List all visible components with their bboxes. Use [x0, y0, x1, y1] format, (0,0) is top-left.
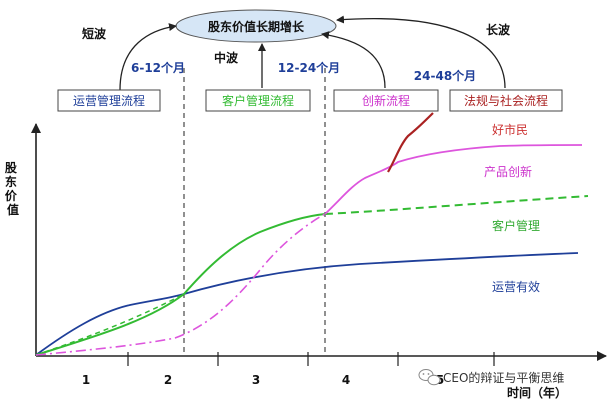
curve-operations [35, 252, 579, 356]
curve-customer-early-dashed [35, 293, 185, 356]
process-label-operations: 运营管理流程 [73, 93, 145, 108]
curve-innovation-early [35, 213, 326, 356]
curve-label-operations: 运营有效 [492, 279, 540, 294]
curve-citizen [387, 112, 434, 173]
process-box-innovation [333, 89, 439, 112]
curve-label-innovation: 产品创新 [484, 164, 532, 179]
y-axis-label: 股 东 价 值 [5, 160, 21, 217]
curve-innovation [324, 144, 583, 215]
process-label-regulatory: 法规与社会流程 [464, 93, 548, 108]
period-label-1: 6-12个月 [131, 60, 185, 75]
curve-customer-projection [324, 195, 589, 215]
process-box-regulatory [449, 89, 563, 112]
watermark-text: CEO的辩证与平衡思维 [443, 370, 564, 385]
x-tick-2: 2 [164, 373, 172, 387]
y-axis-label-char-2: 东 [5, 174, 17, 189]
y-axis-label-char-4: 值 [7, 202, 19, 217]
period-label-3: 24-48个月 [414, 68, 476, 83]
wechat-icon [418, 369, 441, 386]
x-tick-3: 3 [252, 373, 260, 387]
x-tick-4: 4 [342, 373, 350, 387]
curve-label-customer: 客户管理 [492, 218, 540, 233]
process-box-customer [205, 89, 311, 112]
period-label-2: 12-24个月 [278, 60, 340, 75]
long-wave-label: 长波 [486, 22, 511, 37]
x-tick-1: 1 [82, 373, 90, 387]
y-axis-label-char-1: 股 [5, 160, 18, 175]
process-label-innovation: 创新流程 [362, 93, 410, 108]
long-wave-arrow [336, 15, 506, 89]
process-label-customer: 客户管理流程 [222, 93, 294, 108]
short-wave-arrow [119, 23, 177, 91]
x-axis-label: 时间（年） [507, 385, 567, 400]
innovation-arrow [321, 31, 386, 89]
short-wave-label: 短波 [82, 26, 107, 41]
watermark: CEO的辩证与平衡思维 [418, 369, 564, 386]
mid-wave-label: 中波 [214, 50, 239, 65]
process-box-operations [57, 89, 161, 112]
goal-label: 股东价值长期增长 [208, 19, 305, 34]
curve-label-citizen: 好市民 [492, 122, 528, 137]
curve-customer [35, 213, 326, 356]
y-axis-label-char-3: 价 [5, 189, 18, 203]
